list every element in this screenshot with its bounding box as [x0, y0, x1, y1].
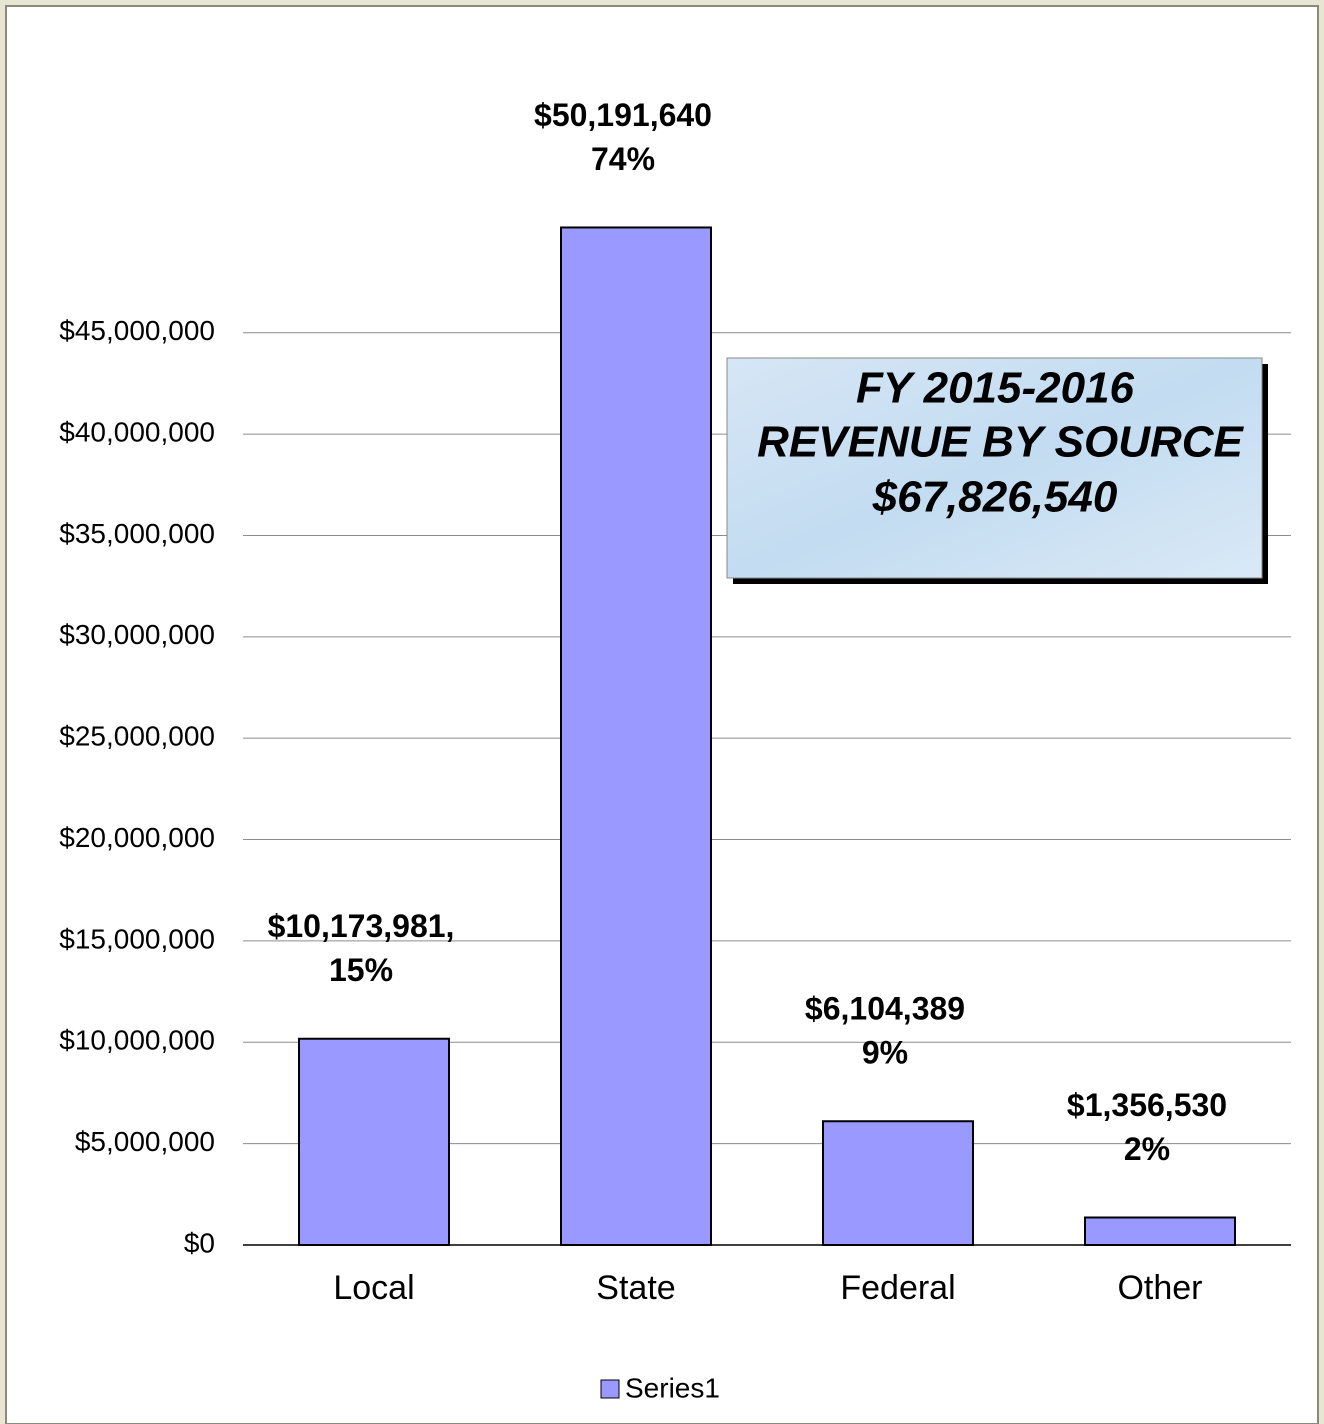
y-tick-label: $0	[184, 1227, 215, 1258]
y-tick-label: $10,000,000	[59, 1025, 215, 1056]
percent-label: 15%	[329, 952, 393, 988]
percent-label: 9%	[862, 1035, 908, 1071]
bar	[1084, 1216, 1236, 1246]
y-tick-label: $20,000,000	[59, 822, 215, 853]
legend-swatch	[600, 1379, 620, 1399]
percent-label: 74%	[591, 141, 655, 177]
annotation-line: FY 2015-2016	[856, 364, 1135, 413]
y-tick-label: $15,000,000	[59, 923, 215, 954]
bar	[822, 1120, 974, 1247]
value-label: $10,173,981,	[268, 908, 455, 944]
x-tick-label: State	[596, 1269, 675, 1307]
value-label: $6,104,389	[805, 991, 965, 1027]
bar	[298, 1037, 450, 1246]
value-label: $50,191,640	[534, 97, 712, 133]
legend: Series1	[600, 1372, 720, 1403]
y-tick-label: $35,000,000	[59, 518, 215, 549]
legend-label: Series1	[625, 1372, 720, 1403]
annotation-line: REVENUE BY SOURCE	[757, 418, 1244, 467]
y-tick-label: $30,000,000	[59, 619, 215, 650]
x-tick-label: Federal	[840, 1269, 955, 1307]
x-tick-label: Other	[1117, 1269, 1202, 1307]
y-tick-label: $5,000,000	[75, 1126, 215, 1157]
y-tick-label: $25,000,000	[59, 721, 215, 752]
x-tick-label: Local	[333, 1269, 414, 1307]
bar	[560, 226, 712, 1246]
y-tick-label: $45,000,000	[59, 315, 215, 346]
percent-label: 2%	[1124, 1131, 1170, 1167]
annotation-background	[726, 357, 1263, 579]
annotation-box: FY 2015-2016 REVENUE BY SOURCE $67,826,5…	[726, 357, 1268, 584]
bars: $10,173,981, 15% $50,191,640 74% $6,104,389 9…	[268, 97, 1236, 1247]
annotation-line: $67,826,540	[872, 473, 1118, 522]
value-label: $1,356,530	[1067, 1087, 1227, 1123]
y-tick-label: $40,000,000	[59, 416, 215, 447]
